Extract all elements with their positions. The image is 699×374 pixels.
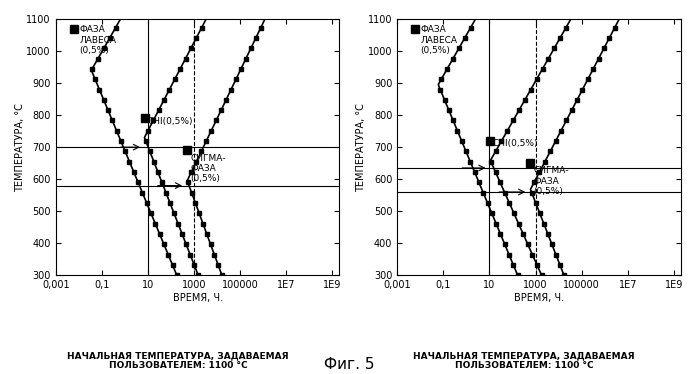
Text: СИГМА-
ФАЗА
(0,5%): СИГМА- ФАЗА (0,5%) [533,166,569,196]
X-axis label: ВРЕМЯ, Ч.: ВРЕМЯ, Ч. [514,293,564,303]
Y-axis label: ТЕМПЕРАТУРА, °C: ТЕМПЕРАТУРА, °C [15,103,25,191]
X-axis label: ВРЕМЯ, Ч.: ВРЕМЯ, Ч. [173,293,223,303]
Text: НАЧАЛЬНАЯ ТЕМПЕРАТУРА, ЗАДАВАЕМАЯ
ПОЛЬЗОВАТЕЛЕМ: 1100 °C: НАЧАЛЬНАЯ ТЕМПЕРАТУРА, ЗАДАВАЕМАЯ ПОЛЬЗО… [67,351,289,370]
Text: СНI(0,5%): СНI(0,5%) [148,117,194,126]
Text: Фиг. 5: Фиг. 5 [324,357,375,372]
Text: НАЧАЛЬНАЯ ТЕМПЕРАТУРА, ЗАДАВАЕМАЯ
ПОЛЬЗОВАТЕЛЕМ: 1100 °C: НАЧАЛЬНАЯ ТЕМПЕРАТУРА, ЗАДАВАЕМАЯ ПОЛЬЗО… [413,351,635,370]
Text: ФАЗА
ЛАВЕСА
(0,5%): ФАЗА ЛАВЕСА (0,5%) [421,25,458,55]
Text: ФАЗА
ЛАВЕСА
(0,5%): ФАЗА ЛАВЕСА (0,5%) [79,25,116,55]
Text: СИГМА-
ФАЗА
(0,5%): СИГМА- ФАЗА (0,5%) [191,154,226,183]
Y-axis label: ТЕМПЕРАТУРА, °C: ТЕМПЕРАТУРА, °C [356,103,366,191]
Text: СНI(0,5%): СНI(0,5%) [493,139,538,148]
